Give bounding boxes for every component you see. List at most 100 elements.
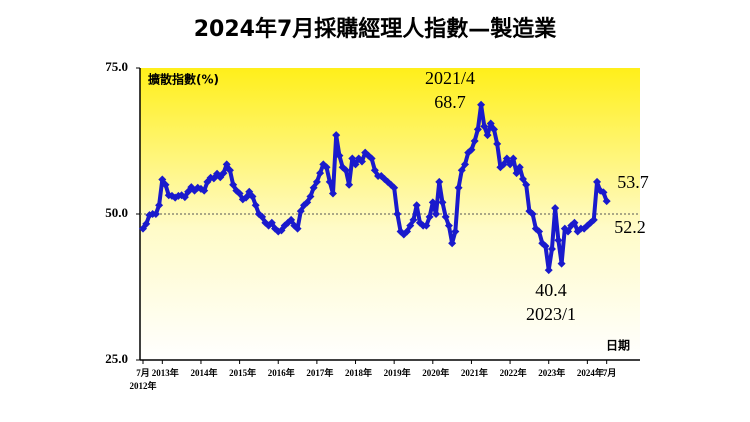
marker	[448, 239, 457, 248]
y-axis-label: 擴散指數(%)	[148, 72, 219, 87]
marker	[544, 266, 553, 275]
marker	[528, 210, 537, 218]
x-tick-label: 2016年	[268, 367, 295, 378]
marker	[267, 218, 276, 227]
marker	[551, 204, 560, 213]
marker	[547, 245, 556, 254]
marker	[541, 242, 550, 251]
marker	[554, 236, 563, 245]
marker	[486, 119, 495, 128]
marker	[393, 210, 402, 218]
y-tick-label: 25.0	[105, 351, 128, 366]
marker	[493, 139, 502, 148]
annotation: 68.7	[434, 92, 466, 112]
marker	[422, 221, 431, 230]
marker	[522, 180, 531, 189]
marker	[312, 177, 321, 186]
marker	[506, 160, 515, 169]
marker	[328, 189, 337, 198]
marker	[161, 180, 170, 189]
marker	[477, 100, 486, 109]
marker	[599, 188, 608, 197]
marker	[293, 224, 302, 233]
x-tick-label: 2014年	[190, 367, 217, 378]
marker	[316, 169, 325, 178]
marker	[470, 137, 479, 145]
marker	[229, 180, 238, 189]
marker	[345, 180, 354, 189]
marker	[406, 221, 415, 230]
marker	[219, 169, 228, 178]
x-tick-label: 2022年	[500, 367, 527, 378]
marker	[325, 177, 334, 186]
marker	[287, 215, 296, 224]
marker	[509, 154, 518, 163]
marker	[564, 227, 573, 236]
marker	[467, 145, 476, 154]
marker	[428, 198, 437, 207]
marker	[451, 227, 460, 236]
marker	[502, 154, 511, 163]
marker	[593, 177, 602, 186]
marker	[454, 183, 463, 192]
x-start-year: 2012年	[129, 380, 156, 391]
marker	[351, 160, 360, 169]
chart-title: 2024年7月採購經理人指數—製造業	[194, 16, 558, 42]
x-tick-label: 7月	[136, 368, 150, 378]
marker	[412, 201, 421, 210]
marker	[589, 215, 598, 224]
marker	[332, 131, 341, 140]
marker	[151, 210, 160, 218]
marker	[557, 259, 566, 268]
marker	[348, 154, 357, 163]
marker	[158, 175, 167, 184]
y-tick-label: 50.0	[105, 205, 128, 220]
marker	[403, 227, 412, 236]
marker	[512, 169, 521, 178]
annotation: 2021/4	[425, 68, 475, 88]
annotation: 52.2	[614, 217, 646, 237]
marker	[235, 189, 244, 198]
marker	[441, 212, 450, 221]
annotation: 40.4	[535, 280, 567, 300]
marker	[499, 160, 508, 169]
marker	[296, 207, 305, 216]
marker	[142, 219, 151, 228]
marker	[535, 227, 544, 236]
x-axis-label: 日期	[606, 338, 630, 353]
marker	[341, 166, 350, 175]
marker	[155, 201, 164, 210]
marker	[444, 221, 453, 230]
x-tick-label: 2013年	[152, 367, 179, 378]
x-tick-label: 2020年	[422, 367, 449, 378]
x-tick-label: 7月	[603, 368, 617, 378]
marker	[303, 198, 312, 207]
marker	[322, 163, 331, 172]
marker	[515, 163, 524, 172]
marker	[367, 154, 376, 163]
x-tick-label: 2024年	[577, 367, 604, 378]
marker	[222, 160, 231, 169]
marker	[480, 122, 489, 131]
marker	[251, 201, 260, 210]
marker	[390, 183, 399, 192]
marker	[248, 192, 257, 201]
marker	[409, 215, 418, 224]
marker	[357, 157, 366, 166]
marker	[570, 218, 579, 227]
x-tick-label: 2015年	[229, 367, 256, 378]
marker	[457, 166, 466, 175]
marker	[518, 174, 527, 183]
marker	[225, 166, 234, 175]
x-tick-label: 2019年	[384, 367, 411, 378]
marker	[461, 160, 469, 169]
marker	[242, 193, 251, 202]
marker	[335, 151, 344, 160]
marker	[602, 197, 611, 206]
x-tick-label: 2021年	[461, 367, 488, 378]
marker	[489, 125, 498, 134]
marker	[180, 193, 189, 202]
marker	[309, 183, 318, 192]
x-tick-label: 2023年	[538, 367, 565, 378]
